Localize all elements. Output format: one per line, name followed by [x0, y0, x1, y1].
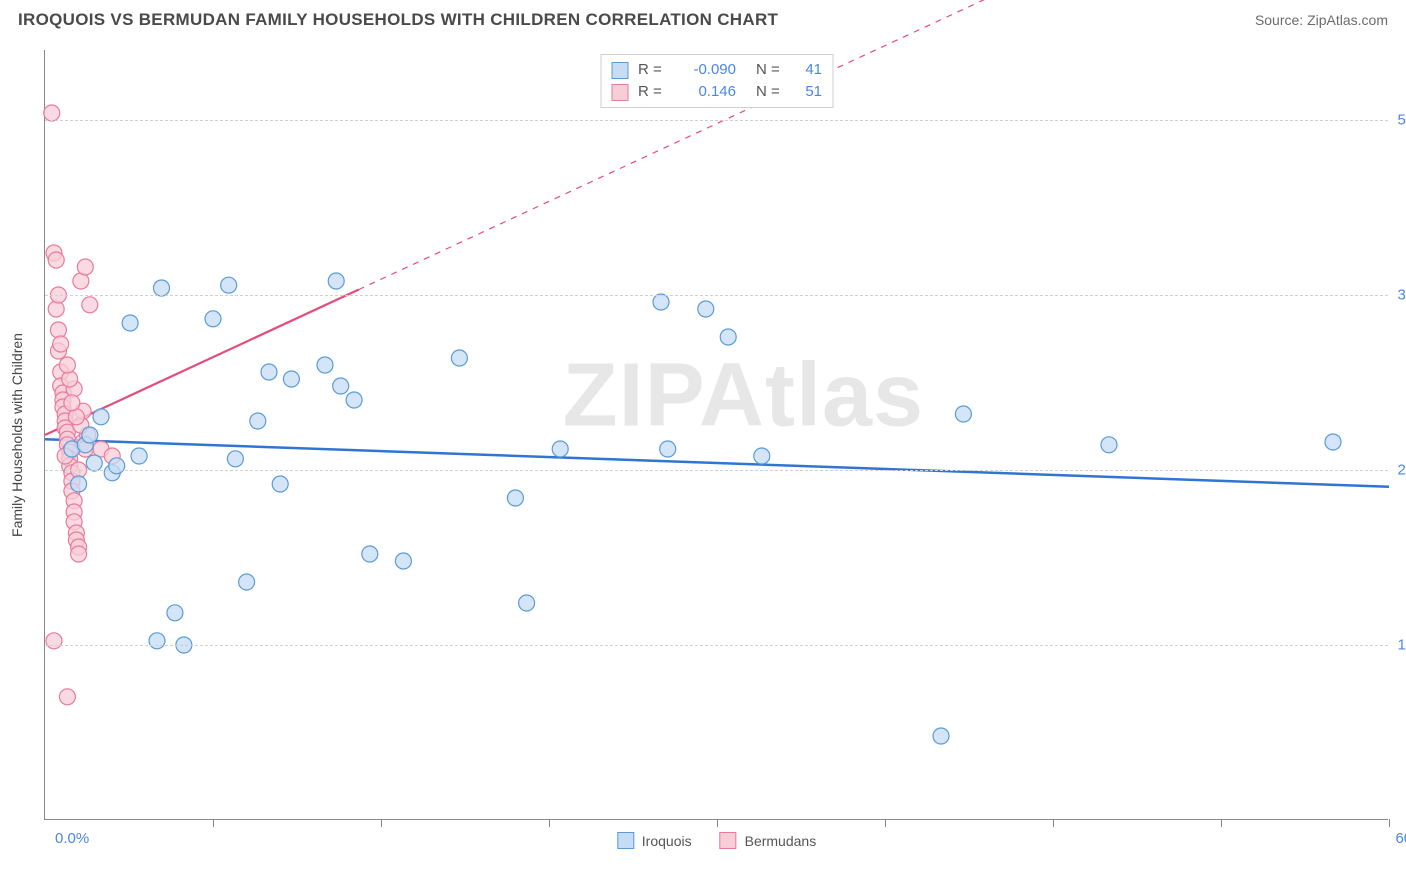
data-point: [720, 329, 736, 345]
r-label: R =: [638, 81, 668, 103]
data-point: [507, 490, 523, 506]
x-tick: [717, 819, 718, 827]
data-point: [64, 395, 80, 411]
x-axis-max-label: 60.0%: [1395, 830, 1406, 847]
legend-label: Iroquois: [642, 833, 692, 849]
data-point: [44, 105, 60, 121]
correlation-legend: R = -0.090 N = 41 R = 0.146 N = 51: [600, 54, 833, 108]
x-tick: [1053, 819, 1054, 827]
data-point: [77, 259, 93, 275]
legend-swatch: [611, 62, 628, 79]
data-point: [82, 297, 98, 313]
data-point: [131, 448, 147, 464]
x-tick: [1389, 819, 1390, 827]
data-point: [93, 409, 109, 425]
regression-line-extrapolated: [359, 0, 1389, 290]
r-value: -0.090: [678, 59, 736, 81]
scatter-svg: [45, 50, 1388, 819]
gridline: [45, 645, 1388, 646]
data-point: [653, 294, 669, 310]
regression-line: [45, 439, 1389, 487]
data-point: [149, 633, 165, 649]
r-value: 0.146: [678, 81, 736, 103]
x-tick: [1221, 819, 1222, 827]
gridline: [45, 470, 1388, 471]
data-point: [239, 574, 255, 590]
data-point: [328, 273, 344, 289]
data-point: [261, 364, 277, 380]
x-tick: [549, 819, 550, 827]
x-tick: [213, 819, 214, 827]
data-point: [227, 451, 243, 467]
chart-title: IROQUOIS VS BERMUDAN FAMILY HOUSEHOLDS W…: [18, 10, 778, 30]
data-point: [346, 392, 362, 408]
legend-swatch: [611, 84, 628, 101]
data-point: [451, 350, 467, 366]
legend-item: Iroquois: [617, 832, 692, 849]
data-point: [272, 476, 288, 492]
n-value: 41: [794, 59, 822, 81]
data-point: [71, 476, 87, 492]
data-point: [71, 546, 87, 562]
chart-plot-area: Family Households with Children ZIPAtlas…: [44, 50, 1388, 820]
n-label: N =: [756, 59, 784, 81]
data-point: [333, 378, 349, 394]
data-point: [519, 595, 535, 611]
legend-stat-row: R = 0.146 N = 51: [611, 81, 822, 103]
legend-stat-row: R = -0.090 N = 41: [611, 59, 822, 81]
data-point: [221, 277, 237, 293]
data-point: [283, 371, 299, 387]
data-point: [955, 406, 971, 422]
y-tick-label: 25.0%: [1397, 462, 1406, 479]
legend-label: Bermudans: [745, 833, 817, 849]
data-point: [250, 413, 266, 429]
chart-header: IROQUOIS VS BERMUDAN FAMILY HOUSEHOLDS W…: [0, 0, 1406, 36]
y-tick-label: 12.5%: [1397, 637, 1406, 654]
x-tick: [885, 819, 886, 827]
y-tick-label: 37.5%: [1397, 287, 1406, 304]
n-label: N =: [756, 81, 784, 103]
data-point: [205, 311, 221, 327]
series-legend: Iroquois Bermudans: [617, 832, 816, 849]
data-point: [1325, 434, 1341, 450]
data-point: [552, 441, 568, 457]
data-point: [317, 357, 333, 373]
data-point: [82, 427, 98, 443]
data-point: [53, 336, 69, 352]
legend-item: Bermudans: [720, 832, 817, 849]
legend-swatch: [617, 832, 634, 849]
data-point: [933, 728, 949, 744]
data-point: [1101, 437, 1117, 453]
data-point: [50, 322, 66, 338]
x-axis-min-label: 0.0%: [55, 830, 89, 847]
data-point: [153, 280, 169, 296]
data-point: [660, 441, 676, 457]
data-point: [86, 455, 102, 471]
legend-swatch: [720, 832, 737, 849]
data-point: [59, 689, 75, 705]
data-point: [122, 315, 138, 331]
data-point: [59, 357, 75, 373]
y-tick-label: 50.0%: [1397, 112, 1406, 129]
n-value: 51: [794, 81, 822, 103]
data-point: [754, 448, 770, 464]
gridline: [45, 295, 1388, 296]
data-point: [395, 553, 411, 569]
data-point: [362, 546, 378, 562]
y-axis-label: Family Households with Children: [9, 333, 25, 537]
data-point: [48, 301, 64, 317]
x-tick: [381, 819, 382, 827]
source-label: Source: ZipAtlas.com: [1255, 12, 1388, 28]
data-point: [167, 605, 183, 621]
data-point: [48, 252, 64, 268]
data-point: [62, 371, 78, 387]
data-point: [46, 633, 62, 649]
r-label: R =: [638, 59, 668, 81]
data-point: [109, 458, 125, 474]
gridline: [45, 120, 1388, 121]
data-point: [698, 301, 714, 317]
